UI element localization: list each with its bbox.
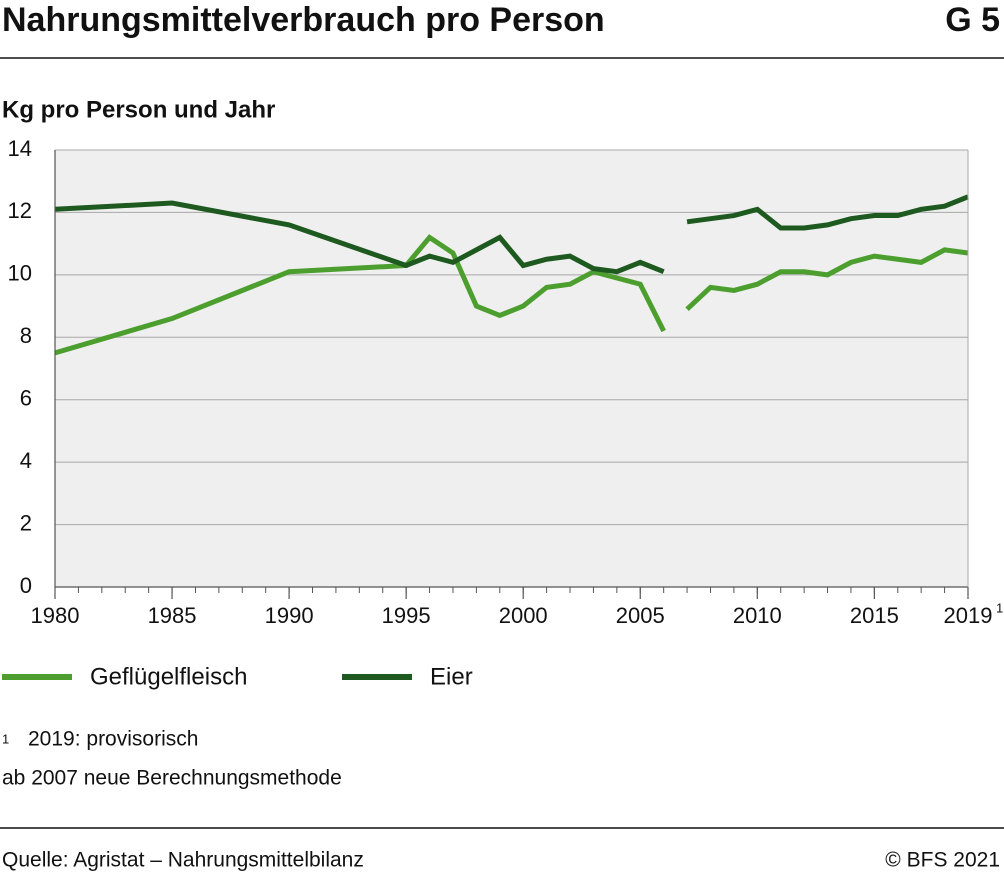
y-axis-label: Kg pro Person und Jahr bbox=[2, 96, 275, 123]
y-tick-label: 4 bbox=[20, 448, 32, 473]
y-tick-label: 0 bbox=[20, 573, 32, 598]
footnote-marker: 1 bbox=[2, 731, 9, 746]
source: Quelle: Agristat – Nahrungsmittelbilanz bbox=[2, 849, 364, 872]
x-tick-label: 1985 bbox=[148, 603, 197, 628]
chart-code: G 5 bbox=[945, 1, 1000, 39]
legend-label: Geflügelfleisch bbox=[90, 663, 247, 690]
y-tick-label: 8 bbox=[20, 323, 32, 348]
legend-label: Eier bbox=[430, 663, 473, 690]
y-tick-label: 12 bbox=[8, 198, 32, 223]
x-tick-label: 1990 bbox=[265, 603, 314, 628]
x-tick-label: 2000 bbox=[499, 603, 548, 628]
y-tick-label: 2 bbox=[20, 510, 32, 535]
y-tick-label: 10 bbox=[8, 261, 32, 286]
data-line bbox=[54, 194, 969, 275]
copyright: © BFS 2021 bbox=[885, 849, 1000, 872]
x-tick-label: 2010 bbox=[733, 603, 782, 628]
x-tick-label: 1995 bbox=[382, 603, 431, 628]
title: Nahrungsmittelverbrauch pro Person bbox=[2, 1, 605, 39]
y-tick-label: 14 bbox=[8, 136, 32, 161]
note: ab 2007 neue Berechnungsmethode bbox=[2, 767, 342, 790]
plot-area bbox=[55, 150, 968, 587]
data-line bbox=[54, 234, 969, 356]
x-tick-label: 2005 bbox=[616, 603, 665, 628]
x-tick-label: 2019 bbox=[944, 603, 993, 628]
footnote: 2019: provisorisch bbox=[28, 728, 198, 751]
x-tick-footnote: 1 bbox=[996, 600, 1003, 615]
x-tick-label: 2015 bbox=[850, 603, 899, 628]
x-tick-label: 1980 bbox=[31, 603, 80, 628]
y-tick-label: 6 bbox=[20, 386, 32, 411]
